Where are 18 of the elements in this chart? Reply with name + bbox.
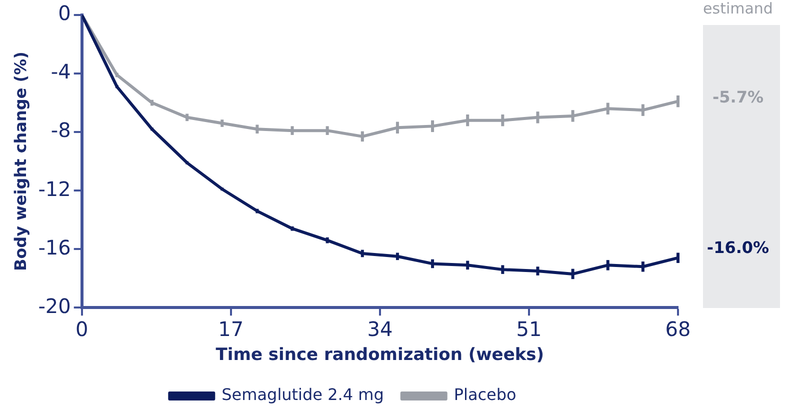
annotation: -5.7% — [712, 88, 764, 107]
annotation: -16.0% — [706, 238, 770, 258]
x-tick-label: 34 — [367, 316, 393, 341]
text: estimand — [703, 0, 773, 18]
x-tick-label: 51 — [516, 316, 542, 341]
y-tick-label: -4 — [50, 60, 71, 84]
x-tick-label: 68 — [665, 316, 691, 341]
y-tick-label: 0 — [58, 1, 71, 26]
x-tick-label: 0 — [76, 316, 88, 341]
x-tick-label: 17 — [218, 316, 244, 341]
legend-label: Placebo — [454, 385, 516, 404]
x-axis-title: Time since randomization (weeks) — [216, 345, 544, 366]
y-tick-label: -20 — [38, 294, 71, 318]
legend-label: Semaglutide 2.4 mg — [222, 385, 384, 404]
y-axis-title: Body weight change (%) — [10, 52, 30, 272]
y-tick-label: -16 — [38, 235, 71, 260]
y-tick-label: -8 — [50, 118, 71, 142]
y-tick-label: -12 — [38, 176, 71, 201]
